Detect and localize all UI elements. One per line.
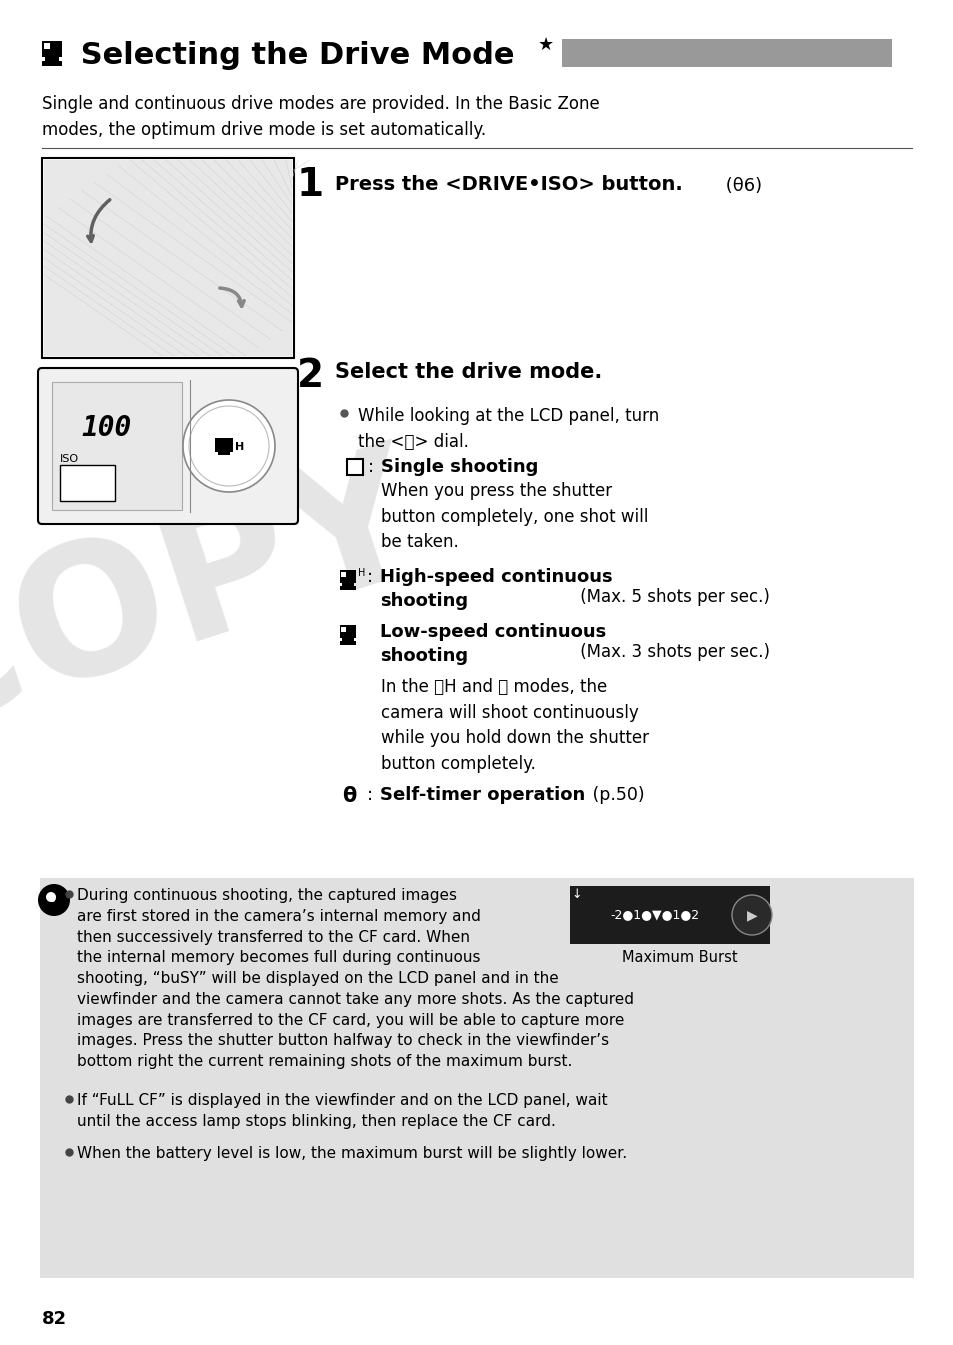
Bar [42,40,62,56]
Text: Maximum Burst: Maximum Burst [621,950,737,964]
Bar [42,157,294,358]
Text: Single and continuous drive modes are provided. In the Basic Zone
modes, the opt: Single and continuous drive modes are pr… [42,95,599,140]
Text: Low-speed continuous
shooting: Low-speed continuous shooting [379,623,605,664]
Text: In the ⎓H and ⎓ modes, the
camera will shoot continuously
while you hold down th: In the ⎓H and ⎓ modes, the camera will s… [380,678,648,773]
Text: Select the drive mode.: Select the drive mode. [335,362,601,382]
Bar [339,642,355,646]
Bar [339,586,355,590]
Text: Press the <DRIVE•ISO> button.: Press the <DRIVE•ISO> button. [335,175,682,194]
Text: 2: 2 [296,356,323,395]
Text: -2●1●▼●1●2: -2●1●▼●1●2 [610,908,699,921]
Bar [339,625,355,638]
Text: 82: 82 [42,1310,67,1328]
Bar [52,382,182,510]
Text: ★: ★ [537,36,554,54]
Text: :: : [367,785,378,804]
Text: θ: θ [341,785,356,806]
Circle shape [731,894,771,935]
Bar [218,452,230,455]
Text: Self-timer operation: Self-timer operation [379,785,584,804]
Text: When you press the shutter
button completely, one shot will
be taken.: When you press the shutter button comple… [380,482,648,551]
Text: (p.50): (p.50) [586,785,644,804]
Text: During continuous shooting, the captured images
are first stored in the camera’s: During continuous shooting, the captured… [77,888,634,1069]
Text: ↓: ↓ [571,888,581,901]
Text: •: • [47,890,57,909]
Text: :: : [368,459,379,476]
Text: H: H [234,443,244,452]
Text: ▶: ▶ [746,908,757,923]
FancyBboxPatch shape [38,369,297,525]
Circle shape [46,892,56,902]
Bar [60,465,115,500]
Bar [214,438,233,452]
Text: High-speed continuous
shooting: High-speed continuous shooting [379,568,612,609]
Circle shape [189,406,269,486]
Text: (Max. 3 shots per sec.): (Max. 3 shots per sec.) [575,643,769,660]
Bar [347,459,363,475]
Text: :: : [367,568,378,586]
Bar [341,638,354,642]
Bar [340,627,346,632]
Text: Selecting the Drive Mode: Selecting the Drive Mode [70,40,514,70]
Text: (Max. 5 shots per sec.): (Max. 5 shots per sec.) [575,588,769,607]
Text: When the battery level is low, the maximum burst will be slightly lower.: When the battery level is low, the maxim… [77,1146,626,1161]
Circle shape [183,399,274,492]
Text: ISO: ISO [60,455,79,464]
Bar [339,570,355,582]
Bar [569,886,769,944]
Bar [341,582,354,586]
Text: COPY: COPY [0,432,443,768]
Text: (θ6): (θ6) [720,178,761,195]
Text: Single shooting: Single shooting [380,459,537,476]
Bar [40,878,913,1278]
Text: 100: 100 [82,414,132,443]
Bar [561,39,891,67]
Text: H: H [357,568,365,578]
Text: If “FuLL CF” is displayed in the viewfinder and on the LCD panel, wait
until the: If “FuLL CF” is displayed in the viewfin… [77,1093,607,1128]
Circle shape [38,884,70,916]
Bar [340,572,346,577]
Bar [44,43,50,48]
Bar [44,160,292,356]
Text: 1: 1 [296,165,323,204]
Bar [45,56,59,61]
Text: While looking at the LCD panel, turn
the <⎈> dial.: While looking at the LCD panel, turn the… [357,408,659,452]
Bar [42,61,62,66]
